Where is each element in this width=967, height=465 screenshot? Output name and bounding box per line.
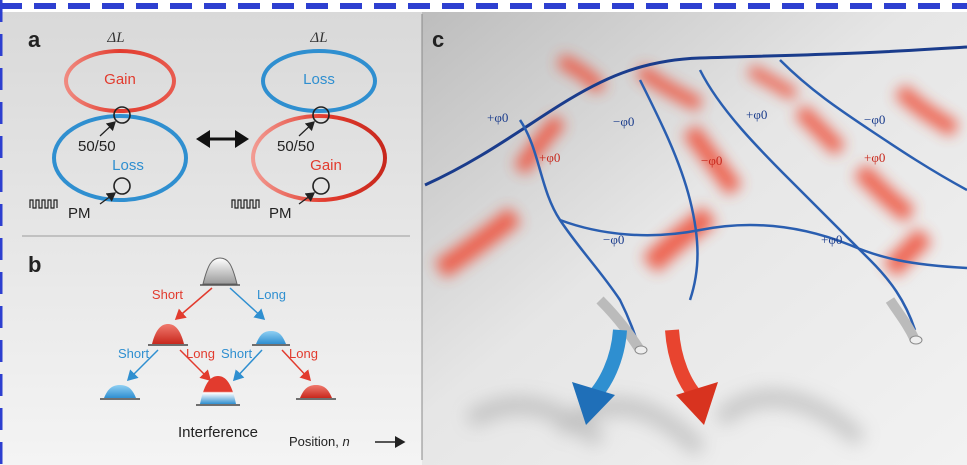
- position-label-text: Position,: [289, 434, 342, 449]
- left-modulator-circle: [113, 177, 131, 195]
- right-coupler-circle: [312, 106, 330, 124]
- fiber-1: [424, 45, 967, 187]
- long-label-top: Long: [257, 287, 286, 302]
- fiber-end-cap-1: [634, 345, 648, 355]
- long-arrow-1: [229, 287, 266, 321]
- fiber-2: [518, 119, 642, 351]
- pulse-tree: Short Long Short Long Short Long Interfe…: [100, 257, 406, 449]
- input-pulse: [202, 257, 238, 285]
- left-coupler-arrow: [99, 121, 116, 137]
- blue-pulse-bottom: [104, 385, 136, 398]
- position-label: Position, n: [289, 434, 350, 449]
- long-arrow-2b: [281, 349, 312, 382]
- short-arrow-2a: [126, 349, 159, 382]
- panel-a-letter: a: [28, 27, 41, 52]
- long-arrow-2a: [179, 349, 212, 382]
- phase-label-2: −φ0: [613, 114, 634, 129]
- panel-b-letter: b: [28, 252, 41, 277]
- mid-label-2: Long: [186, 346, 215, 361]
- fiber-4: [698, 69, 917, 331]
- position-label-n: n: [342, 434, 349, 449]
- fiber-5: [779, 59, 967, 192]
- phase-label-7: +φ0: [864, 150, 885, 165]
- right-loop-pair: ΔL Loss 50/50 Gain PM: [231, 30, 387, 222]
- phase-labels: +φ0 −φ0 +φ0 −φ0 +φ0 −φ0 +φ0 −φ0 +φ0: [487, 107, 885, 247]
- mid-label-4: Long: [289, 346, 318, 361]
- blue-arrow-icon: [572, 329, 627, 425]
- right-coupler-label: 50/50: [277, 138, 315, 155]
- red-pulse-bottom: [300, 385, 332, 398]
- double-arrow-icon: [196, 130, 249, 148]
- short-label-top: Short: [152, 287, 183, 302]
- fiber-3: [638, 79, 699, 301]
- left-modulator-arrow: [99, 192, 117, 205]
- left-coupler-label: 50/50: [78, 138, 116, 155]
- short-arrow-2b: [232, 349, 263, 382]
- left-top-label: Gain: [104, 71, 136, 88]
- red-pulse-mid: [152, 324, 184, 344]
- right-pm-label: PM: [269, 205, 292, 222]
- left-loop-pair: ΔL Gain 50/50 Loss PM: [29, 30, 188, 222]
- fiber-6: [559, 218, 967, 270]
- short-arrow-1: [174, 287, 213, 320]
- phase-label-6: −φ0: [864, 112, 885, 127]
- left-top-loop: [64, 49, 176, 113]
- panel-c-letter: c: [432, 27, 444, 52]
- left-delta-label: ΔL: [106, 30, 124, 46]
- right-coupler-arrow: [298, 121, 315, 137]
- fiber-end-cap-2: [909, 335, 923, 345]
- phase-label-5: +φ0: [746, 107, 767, 122]
- light-pulses: [434, 53, 960, 279]
- left-pm-label: PM: [68, 205, 91, 222]
- blue-pulse-mid: [256, 331, 286, 344]
- right-modulator-circle: [312, 177, 330, 195]
- phase-label-8: −φ0: [603, 232, 624, 247]
- interference-pulse: [200, 376, 236, 404]
- red-arrow-icon: [665, 329, 718, 425]
- mid-label-1: Short: [118, 346, 149, 361]
- phase-label-4: −φ0: [701, 153, 722, 168]
- right-bottom-label: Gain: [310, 157, 342, 174]
- mid-label-3: Short: [221, 346, 252, 361]
- left-bottom-loop: [52, 114, 188, 202]
- right-top-loop: [261, 49, 377, 113]
- fiber-shadows: [465, 390, 866, 456]
- phase-label-3: +φ0: [539, 150, 560, 165]
- fiber-network: [424, 45, 967, 355]
- interference-label: Interference: [178, 424, 258, 441]
- fiber-end-tube-1: [596, 296, 645, 353]
- left-coupler-circle: [113, 106, 131, 124]
- phase-label-9: +φ0: [821, 232, 842, 247]
- right-top-label: Loss: [303, 71, 335, 88]
- right-pm-signal-icon: [231, 199, 260, 209]
- right-delta-label: ΔL: [309, 30, 327, 46]
- phase-label-1: +φ0: [487, 110, 508, 125]
- left-pm-signal-icon: [29, 199, 58, 209]
- right-modulator-arrow: [298, 192, 316, 205]
- right-bottom-loop: [251, 114, 387, 202]
- left-bottom-label: Loss: [112, 157, 144, 174]
